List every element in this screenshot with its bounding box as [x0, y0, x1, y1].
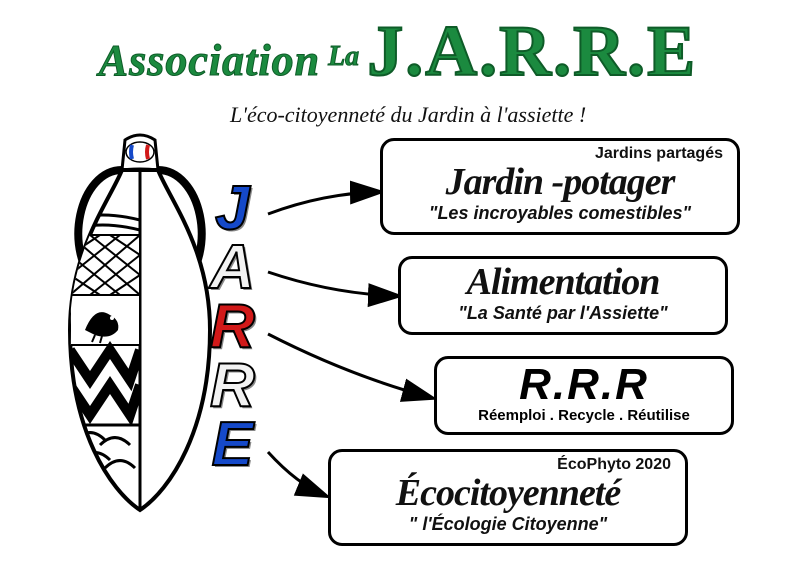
acronym-vertical: J A R R E	[210, 180, 255, 474]
header-title: Association La J.A.R.R.E	[0, 10, 796, 93]
tagline-text: L'éco-citoyenneté du Jardin à l'assiette…	[230, 102, 586, 128]
box-rrr: R.R.RRéemploi . Recycle . Réutilise	[434, 356, 734, 435]
letter-a: A	[210, 239, 255, 298]
letter-e: E	[212, 416, 253, 475]
box-aliment: Alimentation"La Santé par l'Assiette"	[398, 256, 728, 335]
box-quote: "Les incroyables comestibles"	[397, 203, 723, 224]
jarre-acronym: J.A.R.R.E	[367, 11, 697, 91]
box-quote: "La Santé par l'Assiette"	[415, 303, 711, 324]
association-word: Association	[99, 36, 320, 85]
letter-r1: R	[210, 298, 255, 357]
box-title: Alimentation	[415, 263, 711, 303]
box-eco: ÉcoPhyto 2020Écocitoyenneté" l'Écologie …	[328, 449, 688, 546]
box-title: R.R.R	[451, 363, 717, 407]
box-title: Écocitoyenneté	[345, 474, 671, 514]
la-word: La	[328, 41, 359, 72]
box-title: Jardin -potager	[397, 163, 723, 203]
box-sub: Réemploi . Recycle . Réutilise	[451, 407, 717, 424]
letter-r2: R	[210, 357, 255, 416]
box-jardin: Jardins partagésJardin -potager"Les incr…	[380, 138, 740, 235]
letter-j: J	[215, 180, 249, 239]
box-quote: " l'Écologie Citoyenne"	[345, 514, 671, 535]
